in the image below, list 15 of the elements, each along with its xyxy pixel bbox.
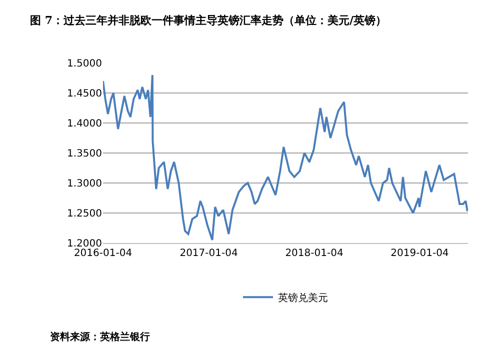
line-series bbox=[103, 74, 468, 241]
chart-title: 图 7：过去三年并非脱欧一件事情主导英镑汇率走势（单位：美元/英镑） bbox=[30, 14, 387, 27]
y-tick-label: 1.5000 bbox=[67, 58, 102, 70]
y-tick-label: 1.4500 bbox=[67, 88, 102, 100]
y-tick-label: 1.3000 bbox=[67, 178, 102, 190]
x-tick-label: 2017-01-04 bbox=[180, 248, 238, 259]
text: 资料来源：英格兰银行 bbox=[50, 331, 150, 343]
y-tick-label: 1.4000 bbox=[67, 118, 102, 130]
y-tick-label: 1.2500 bbox=[67, 208, 102, 220]
y-tick-label: 1.3500 bbox=[67, 148, 102, 160]
y-tick-label: 1.2000 bbox=[67, 238, 102, 250]
legend-label: 英镑兑美元 bbox=[278, 292, 328, 304]
x-tick-label: 2019-01-04 bbox=[390, 248, 449, 259]
x-tick-label: 2018-01-04 bbox=[285, 248, 344, 259]
x-tick-label: 2016-01-04 bbox=[74, 248, 132, 259]
